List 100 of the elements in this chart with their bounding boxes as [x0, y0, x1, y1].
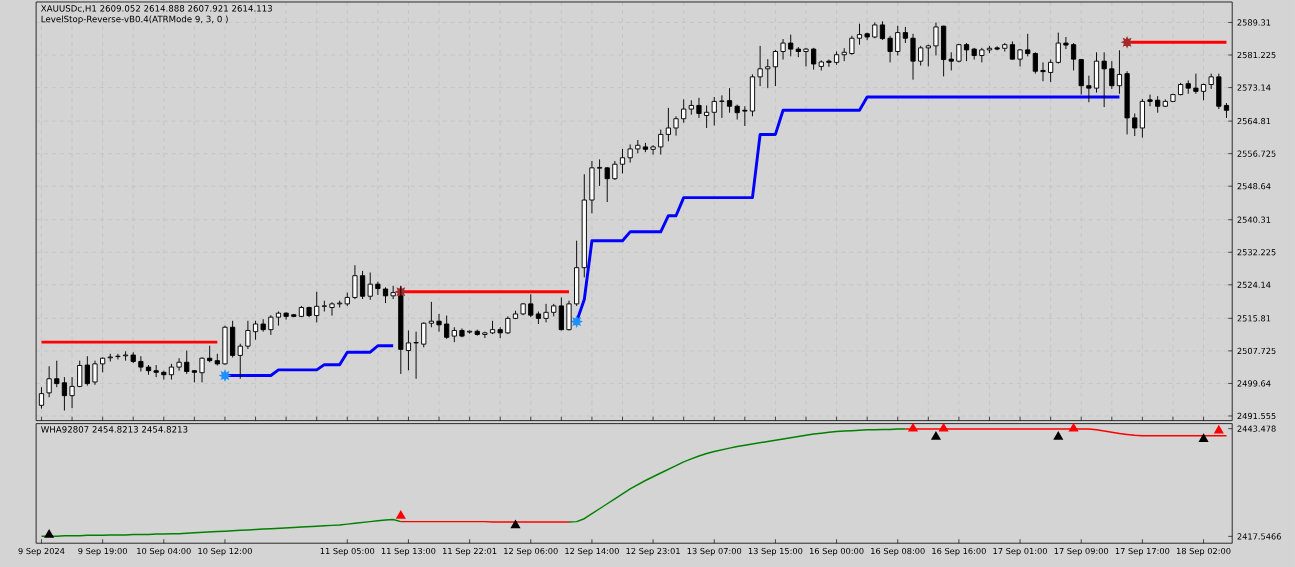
candlestick [1055, 32, 1061, 64]
candlestick [138, 355, 144, 372]
candlestick [849, 35, 855, 56]
candlestick [77, 360, 83, 388]
candlestick [933, 21, 939, 56]
x-tick-label: 11 Sep 13:00 [381, 547, 436, 556]
candlestick [54, 360, 60, 388]
candlestick [84, 355, 90, 387]
candlestick [405, 329, 412, 371]
candlestick [1070, 42, 1077, 71]
point [931, 431, 941, 440]
x-tick-label: 16 Sep 00:00 [809, 547, 864, 556]
candlestick [826, 59, 832, 68]
candlestick [604, 166, 610, 203]
candlestick [482, 331, 488, 339]
candlestick [704, 104, 710, 129]
x-tick-label: 13 Sep 07:00 [687, 547, 742, 556]
candlestick [963, 42, 970, 62]
candlestick [619, 148, 626, 174]
point [908, 423, 918, 432]
point [939, 423, 949, 432]
candlestick [596, 158, 603, 187]
candlestick [757, 45, 763, 87]
candlestick [558, 296, 564, 331]
candlestick [1147, 94, 1153, 107]
x-tick-label: 16 Sep 08:00 [871, 547, 925, 556]
candlestick [1132, 112, 1138, 137]
candlestick [1048, 59, 1054, 83]
candlestick [665, 107, 671, 142]
candlestick [673, 115, 679, 137]
candlestick [788, 34, 794, 57]
candlestick [918, 45, 924, 66]
chart-title: XAUUSDc,H1 2609.052 2614.888 2607.921 2614.113 [41, 5, 272, 13]
text: LevelStop-Reverse-vB0.4(ATRMode 9, 3, 0 ) [41, 15, 228, 24]
candlestick [726, 87, 733, 114]
candlestick [237, 343, 243, 380]
candlestick [38, 386, 45, 409]
candlestick [895, 25, 901, 56]
x-tick-label: 18 Sep 02:00 [1176, 547, 1231, 556]
y-tick-label: 2589.31 [1237, 19, 1271, 26]
y-tick-label: 2581.225 [1237, 51, 1276, 59]
x-tick-label: 11 Sep 05:00 [320, 547, 375, 556]
x-tick-label: 9 Sep 19:00 [78, 547, 127, 556]
candlestick [772, 49, 779, 87]
candlestick [948, 51, 954, 71]
candlestick [359, 270, 366, 300]
candlestick [1032, 51, 1038, 75]
candlestick [650, 144, 656, 155]
x-tick-label: 16 Sep 16:00 [932, 547, 986, 556]
point [44, 529, 54, 538]
candlestick [245, 320, 251, 350]
candlestick [199, 356, 205, 383]
x-tick-label: 17 Sep 01:00 [993, 547, 1047, 556]
candlestick [413, 331, 419, 380]
candlestick [765, 58, 771, 89]
y-tick-label: 2564.81 [1237, 117, 1271, 125]
candlestick [856, 23, 863, 46]
candlestick [1116, 49, 1123, 95]
candlestick [176, 357, 182, 372]
candlestick [711, 96, 717, 126]
x-tick-label: 9 Sep 2024 [18, 547, 65, 556]
point [1199, 433, 1209, 442]
candlestick [1101, 51, 1107, 108]
candlestick [329, 301, 335, 316]
x-tick-label: 12 Sep 14:00 [565, 547, 619, 556]
candlestick [879, 20, 886, 41]
candlestick [69, 376, 75, 409]
point [1069, 423, 1079, 432]
point [396, 510, 406, 519]
candlestick [528, 293, 534, 318]
candlestick [612, 160, 618, 181]
y-tick-label: 2532.225 [1237, 249, 1276, 256]
candlestick [252, 320, 259, 341]
y-tick-label: 2515.81 [1237, 315, 1271, 322]
candlestick [92, 360, 98, 386]
candlestick [1025, 33, 1031, 57]
candlestick [184, 350, 190, 375]
candlestick [780, 38, 786, 60]
point [1122, 37, 1133, 48]
candlestick [367, 271, 373, 301]
candlestick [428, 301, 434, 328]
candlestick [321, 300, 327, 312]
y-tick-label: 2548.64 [1237, 183, 1271, 190]
y-tick-label: 2417.5466 [1237, 533, 1281, 540]
x-tick-label: 10 Sep 12:00 [198, 547, 252, 556]
candlestick [910, 33, 916, 81]
y-tick-label: 2507.725 [1237, 347, 1276, 354]
x-tick-label: 12 Sep 23:01 [626, 547, 680, 556]
candlestick [719, 94, 725, 119]
candlestick [314, 291, 320, 323]
y-tick-label: 2443.478 [1237, 425, 1276, 432]
candlestick [421, 321, 427, 348]
candlestick [1009, 40, 1016, 60]
y-tick-label: 2491.555 [1237, 412, 1276, 420]
candlestick [1040, 61, 1046, 82]
candlestick [1063, 36, 1069, 50]
candlestick [115, 353, 121, 360]
point [571, 316, 582, 327]
y-tick-label: 2556.725 [1237, 150, 1276, 157]
candlestick [46, 365, 52, 398]
